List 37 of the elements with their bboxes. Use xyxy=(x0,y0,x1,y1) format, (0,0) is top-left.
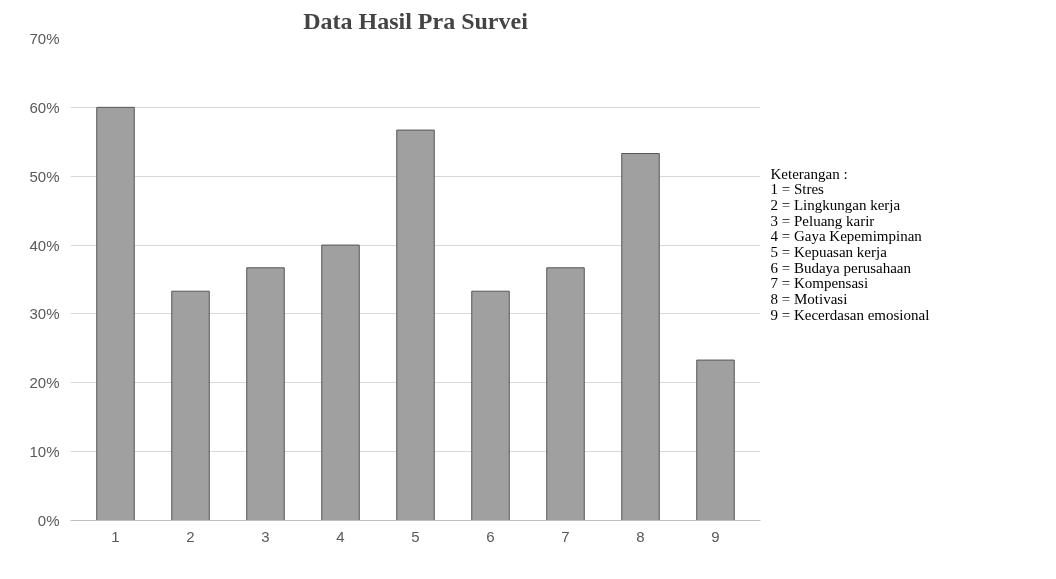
bar xyxy=(546,267,585,521)
chart-title: Data Hasil Pra Survei xyxy=(303,7,529,34)
x-tick-label: 3 xyxy=(261,527,270,545)
text: 5 = Kepuasan kerja xyxy=(770,244,888,261)
bar xyxy=(621,152,660,521)
bar xyxy=(696,359,735,521)
x-tick-label: 5 xyxy=(411,527,420,545)
text: 4 = Gaya Kepemimpinan xyxy=(770,228,923,245)
x-tick-label: 1 xyxy=(111,527,120,545)
y-tick-label: 60% xyxy=(29,98,60,116)
y-tick-label: 0% xyxy=(37,512,60,529)
x-tick-label: 7 xyxy=(561,527,570,545)
bar xyxy=(246,267,285,521)
x-tick-label: 9 xyxy=(711,527,720,545)
bar xyxy=(321,244,360,521)
text: 2 = Lingkungan kerja xyxy=(770,197,901,214)
text: 8 = Motivasi xyxy=(770,290,848,307)
x-tick-label: 4 xyxy=(336,527,345,545)
text: 6 = Budaya perusahaan xyxy=(770,259,912,276)
text: Keterangan : xyxy=(770,165,848,182)
text: 1 = Stres xyxy=(770,181,825,198)
y-tick-label: 20% xyxy=(29,374,60,392)
x-tick-label: 2 xyxy=(186,527,195,545)
bar xyxy=(471,290,510,521)
text: 9 = Kecerdasan emosional xyxy=(770,306,930,323)
y-tick-label: 50% xyxy=(29,167,60,185)
y-tick-label: 10% xyxy=(29,443,60,461)
y-tick-label: 30% xyxy=(29,305,60,323)
bar xyxy=(96,106,135,521)
y-tick-label: 40% xyxy=(29,236,60,254)
bar xyxy=(171,290,210,521)
text: 7 = Kompensasi xyxy=(770,275,869,292)
x-tick-label: 6 xyxy=(486,527,495,545)
bar xyxy=(396,129,435,521)
y-tick-label: 70% xyxy=(29,30,60,47)
text: 3 = Peluang karir xyxy=(770,212,875,229)
x-tick-label: 8 xyxy=(636,527,645,545)
